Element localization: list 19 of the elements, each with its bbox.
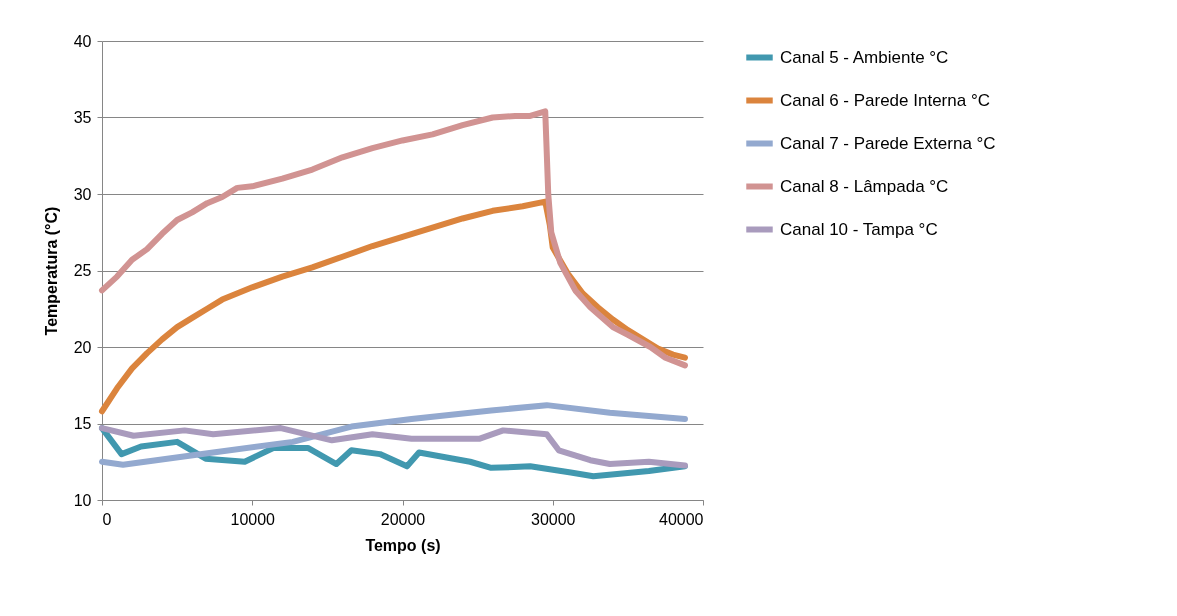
y-tick-label: 35 bbox=[73, 109, 92, 126]
legend-label: Canal 6 - Parede Interna °C bbox=[780, 90, 990, 110]
legend-label: Canal 10 - Tampa °C bbox=[780, 219, 938, 239]
x-tick-label: 20000 bbox=[380, 510, 426, 528]
y-tick-label: 40 bbox=[73, 32, 92, 50]
x-tick-label: 30000 bbox=[531, 510, 576, 528]
y-tick-label: 10 bbox=[73, 491, 92, 509]
legend-label: Canal 8 - Lâmpada °C bbox=[780, 176, 949, 196]
x-tick-label: 0 bbox=[102, 510, 112, 528]
y-tick-label: 25 bbox=[73, 262, 92, 279]
legend-label: Canal 5 - Ambiente °C bbox=[780, 47, 949, 67]
y-tick-label: 30 bbox=[73, 185, 92, 203]
y-axis-title: Temperatura (°C) bbox=[42, 206, 60, 336]
x-tick-label: 10000 bbox=[230, 510, 276, 528]
y-tick-label: 20 bbox=[73, 338, 92, 356]
y-tick-label: 15 bbox=[73, 415, 92, 432]
legend-label: Canal 7 - Parede Externa °C bbox=[780, 133, 996, 153]
x-axis-title: Tempo (s) bbox=[365, 536, 441, 554]
x-tick-label: 40000 bbox=[659, 510, 704, 528]
